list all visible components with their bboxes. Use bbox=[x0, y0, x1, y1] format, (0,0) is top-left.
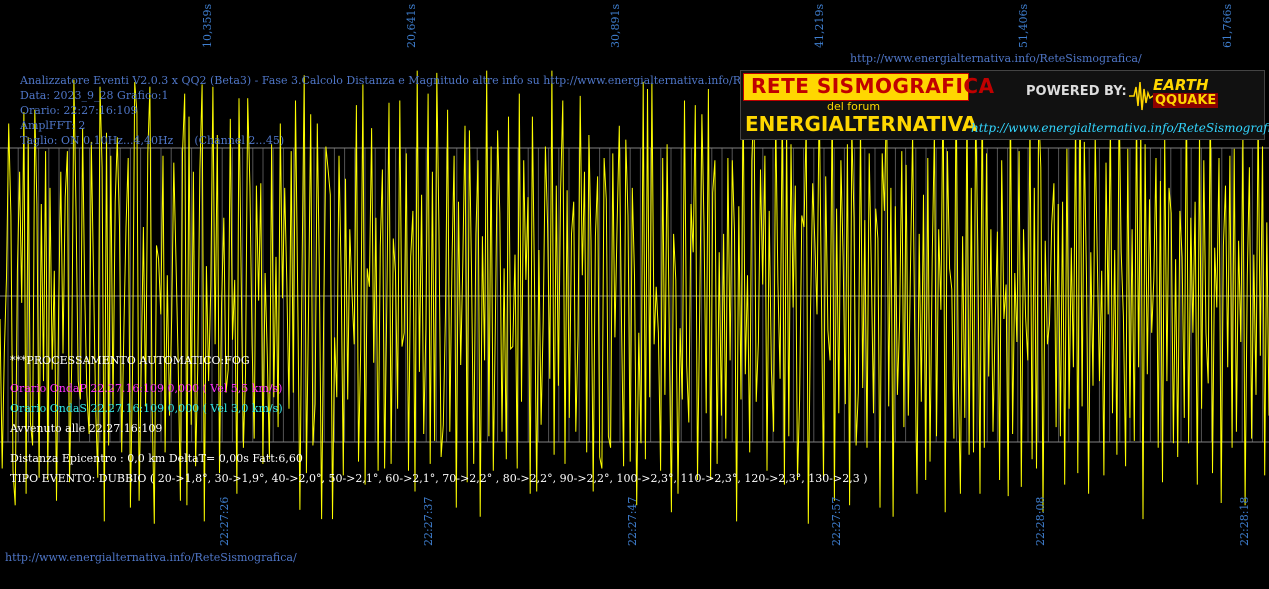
logo-rete: RETE SISMOGRAFICA bbox=[751, 74, 995, 98]
logo-energialternativa: ENERGIALTERNATIVA bbox=[745, 112, 978, 136]
logo-earth: EARTH bbox=[1153, 76, 1209, 94]
orario-line: Orario: 22:27:16:109 bbox=[20, 104, 138, 117]
tipo-evento-line: TIPO EVENTO: DUBBIO ( 20->1,8°, 30->1,9°… bbox=[10, 472, 868, 485]
ampl-line: AmplFFT: 2 bbox=[20, 119, 86, 132]
distanza-line: Distanza Epicentro : 0,0 km DeltaT= 0,00… bbox=[10, 452, 303, 465]
bottom-tick-label: 22:27:37 bbox=[422, 496, 435, 546]
bottom-tick-label: 22:27:57 bbox=[830, 496, 843, 546]
processing-status: ***PROCESSAMENTO AUTOMATICO:FOG bbox=[10, 354, 250, 367]
taglio-line: Taglio: ON 0,10Hz...4,40Hz (Channel 2...… bbox=[20, 134, 285, 147]
title-line: Analizzatore Eventi V2.0.3 x QQ2 (Beta3)… bbox=[20, 74, 740, 87]
seismic-trace bbox=[0, 70, 1269, 524]
logo-url[interactable]: http://www.energialternativa.info/ReteSi… bbox=[971, 121, 1269, 135]
bottom-tick-label: 22:28:18 bbox=[1238, 496, 1251, 546]
url-bottom[interactable]: http://www.energialternativa.info/ReteSi… bbox=[5, 551, 297, 564]
logo-qquake: QQUAKE bbox=[1153, 93, 1219, 108]
top-tick-label: 51,406s bbox=[1017, 3, 1030, 48]
url-top[interactable]: http://www.energialternativa.info/ReteSi… bbox=[850, 52, 1142, 65]
bottom-tick-label: 22:27:47 bbox=[626, 496, 639, 546]
logo-powered-by: POWERED BY: bbox=[1026, 84, 1127, 99]
top-tick-label: 41,219s bbox=[813, 3, 826, 48]
top-tick-label: 30,891s bbox=[609, 3, 622, 48]
onda-p-line: Orario OndaP 22.27.16:109 0,000 ( Vel 5,… bbox=[10, 382, 283, 395]
logo-del-forum: del forum bbox=[827, 100, 881, 113]
rete-sismografica-logo[interactable]: RETE SISMOGRAFICA del forum ENERGIALTERN… bbox=[740, 70, 1269, 140]
top-tick-label: 61,766s bbox=[1221, 3, 1234, 48]
top-tick-label: 20,641s bbox=[405, 3, 418, 48]
data-line: Data: 2023_9_28 Grafico:1 bbox=[20, 89, 169, 102]
bottom-tick-label: 22:28:08 bbox=[1034, 496, 1047, 546]
onda-s-line: Orario OndaS 22.27.16:109 0,000 ( Vel 3,… bbox=[10, 402, 283, 415]
earthquake-wave-icon bbox=[1129, 81, 1159, 111]
logo-title-box bbox=[743, 73, 969, 101]
avvenuto-line: Avvenuto alle 22.27.16:109 bbox=[10, 422, 163, 435]
bottom-tick-label: 22:27:26 bbox=[218, 496, 231, 546]
top-tick-label: 10,359s bbox=[201, 3, 214, 48]
